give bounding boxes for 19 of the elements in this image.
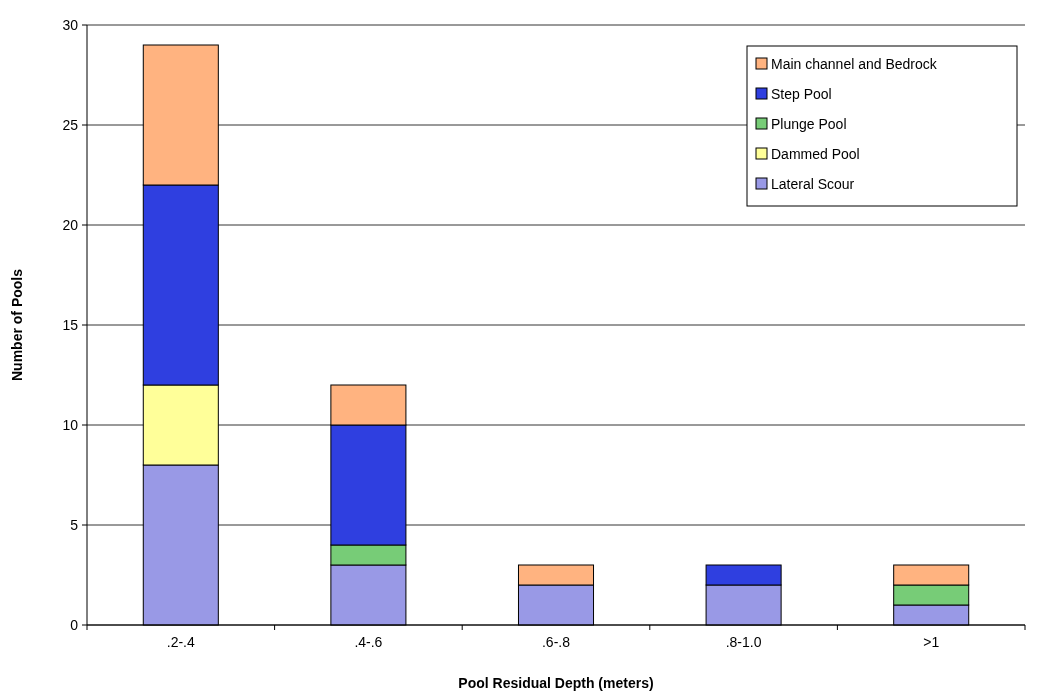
x-tick-label: .4-.6 [354,634,383,650]
legend-label: Step Pool [771,85,832,102]
y-tick-label: 20 [62,216,79,233]
y-tick-label: 10 [62,416,79,433]
x-tick-label: .8-1.0 [725,634,762,650]
legend-label: Dammed Pool [771,145,860,162]
x-tick-label: .2-.4 [166,634,196,650]
y-axis-title: Number of Pools [9,268,25,382]
x-axis-title: Pool Residual Depth (meters) [458,675,654,691]
y-tick-label: 30 [62,16,79,33]
x-tick-label: >1 [923,634,940,650]
legend-label: Plunge Pool [771,115,847,132]
legend-label: Lateral Scour [771,175,855,192]
y-tick-label: 15 [62,316,79,333]
y-tick-label: 5 [70,516,79,533]
y-tick-label: 25 [62,116,79,133]
x-tick-label: .6-.8 [541,634,571,650]
y-tick-label: 0 [70,616,79,633]
legend-label: Main channel and Bedrock [771,55,938,72]
